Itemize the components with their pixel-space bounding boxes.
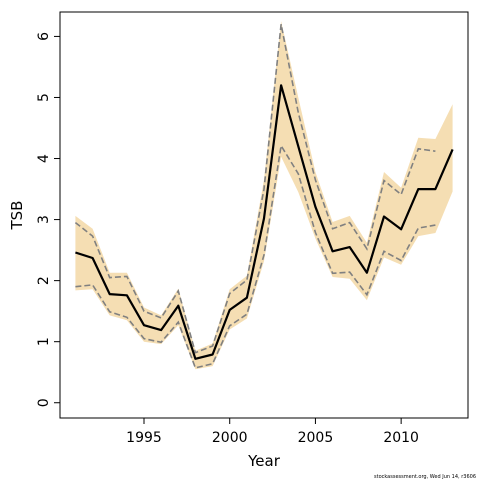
confidence-band-layer [75, 21, 453, 370]
x-tick-label: 2005 [298, 430, 334, 446]
y-axis-title: TSB [8, 201, 26, 231]
y-tick-label: 0 [36, 398, 52, 407]
y-tick-label: 2 [36, 276, 52, 285]
tsb-estimate-line [75, 84, 454, 360]
x-axis: 1995 2000 2005 2010 [126, 418, 419, 446]
y-tick-label: 4 [36, 154, 52, 163]
upper-bound-line [74, 24, 436, 354]
x-tick-label: 2010 [383, 430, 419, 446]
y-tick-label: 1 [36, 337, 52, 346]
x-axis-title: Year [247, 452, 281, 470]
x-tick-label: 2000 [212, 430, 248, 446]
confidence-bounds-layer [74, 24, 436, 369]
x-tick-label: 1995 [126, 430, 162, 446]
y-tick-label: 6 [36, 32, 52, 41]
y-tick-label: 5 [36, 93, 52, 102]
lower-bound-line [75, 143, 436, 369]
footer-note: stockassessment.org, Wed Jun 14, r3606 [374, 474, 476, 480]
plot-frame [59, 11, 469, 419]
y-tick-label: 3 [36, 215, 52, 224]
confidence-band [75, 21, 453, 370]
estimate-line-layer [75, 84, 454, 360]
y-axis: 0 1 2 3 4 5 6 [36, 32, 60, 407]
